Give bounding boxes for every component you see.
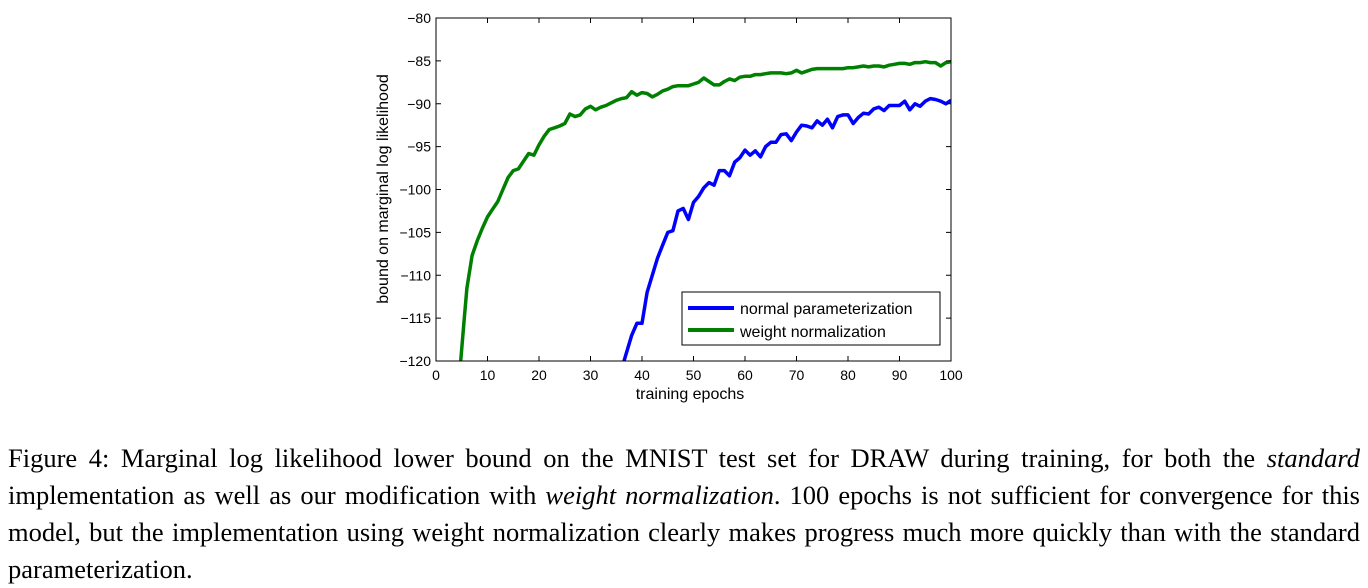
line-chart: 0 10 20 30 40 50 60 70 80 90 100 −80 −85 −90 −95 −100 −1… — [375, 10, 963, 403]
caption-text-1: Figure 4: Marginal log likelihood lower … — [8, 443, 1267, 473]
x-tick-label: 10 — [480, 367, 496, 383]
x-tick-label: 100 — [939, 367, 963, 383]
figure: 0 10 20 30 40 50 60 70 80 90 100 −80 −85 −90 −95 −100 −1… — [375, 10, 963, 403]
legend-box — [681, 291, 941, 346]
y-tick-label: −110 — [401, 267, 432, 283]
caption-italic-weight-normalization: weight normalization — [545, 480, 774, 510]
y-tick-label: −120 — [399, 353, 431, 369]
series-line-weight-normalization — [458, 59, 951, 361]
x-tick-label: 30 — [583, 367, 599, 383]
caption-text-2: implementation as well as our modificati… — [8, 480, 546, 510]
y-tick-label: −105 — [399, 224, 431, 240]
y-tick-label: −95 — [407, 139, 431, 155]
y-tick-label: −80 — [407, 10, 431, 26]
x-tick-label: 20 — [531, 367, 547, 383]
x-tick-label: 80 — [840, 367, 856, 383]
x-tick-label: 70 — [789, 367, 805, 383]
caption-text-3: . 100 epochs is not sufficient for conve… — [8, 480, 1360, 584]
x-tick-label: 90 — [892, 367, 908, 383]
legend: normal parameterization weight normaliza… — [681, 291, 941, 346]
x-tick-label: 0 — [432, 367, 440, 383]
y-tick-label: −115 — [401, 310, 432, 326]
caption-italic-standard: standard — [1266, 443, 1360, 473]
figure-caption: Figure 4: Marginal log likelihood lower … — [8, 440, 1360, 588]
y-tick-label: −85 — [407, 53, 431, 69]
x-axis-title: training epochs — [636, 386, 745, 403]
y-tick-label: −100 — [399, 182, 431, 198]
series-line-normal-parameterization — [622, 96, 951, 361]
legend-label-weightnorm: weight normalization — [739, 324, 886, 341]
x-tick-label: 60 — [737, 367, 753, 383]
x-tick-label: 50 — [686, 367, 702, 383]
x-tick-label: 40 — [634, 367, 650, 383]
legend-label-normal: normal parameterization — [740, 301, 913, 318]
y-tick-label: −90 — [407, 96, 431, 112]
y-axis-title: bound on marginal log likelihood — [375, 74, 392, 304]
